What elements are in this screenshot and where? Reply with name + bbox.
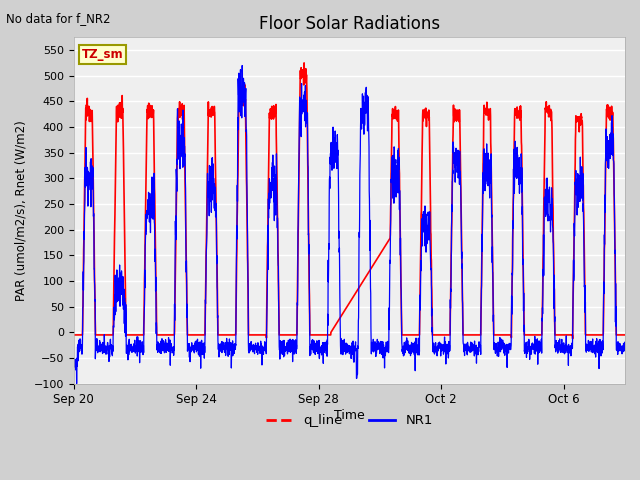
q_line: [300, 60, 308, 66]
q_line: [70, 332, 77, 338]
NR1: [550, 306, 558, 312]
Text: TZ_sm: TZ_sm: [82, 48, 124, 61]
Y-axis label: PAR (umol/m2/s), Rnet (W/m2): PAR (umol/m2/s), Rnet (W/m2): [15, 120, 28, 301]
Title: Floor Solar Radiations: Floor Solar Radiations: [259, 15, 440, 33]
NR1: [621, 345, 629, 350]
NR1: [367, 337, 375, 343]
Legend: q_line, NR1: q_line, NR1: [260, 409, 438, 432]
NR1: [270, 180, 278, 185]
NR1: [192, 343, 200, 349]
NR1: [73, 381, 81, 386]
q_line: [621, 332, 629, 338]
q_line: [270, 103, 278, 108]
NR1: [70, 355, 77, 361]
NR1: [238, 63, 246, 69]
q_line: [192, 332, 200, 338]
Line: q_line: q_line: [74, 63, 625, 339]
NR1: [124, 344, 131, 349]
q_line: [156, 332, 164, 338]
NR1: [157, 350, 164, 356]
X-axis label: Time: Time: [334, 409, 365, 422]
Text: No data for f_NR2: No data for f_NR2: [6, 12, 111, 25]
q_line: [569, 336, 577, 342]
q_line: [124, 332, 131, 338]
q_line: [550, 265, 558, 271]
q_line: [367, 266, 375, 272]
Line: NR1: NR1: [74, 66, 625, 384]
